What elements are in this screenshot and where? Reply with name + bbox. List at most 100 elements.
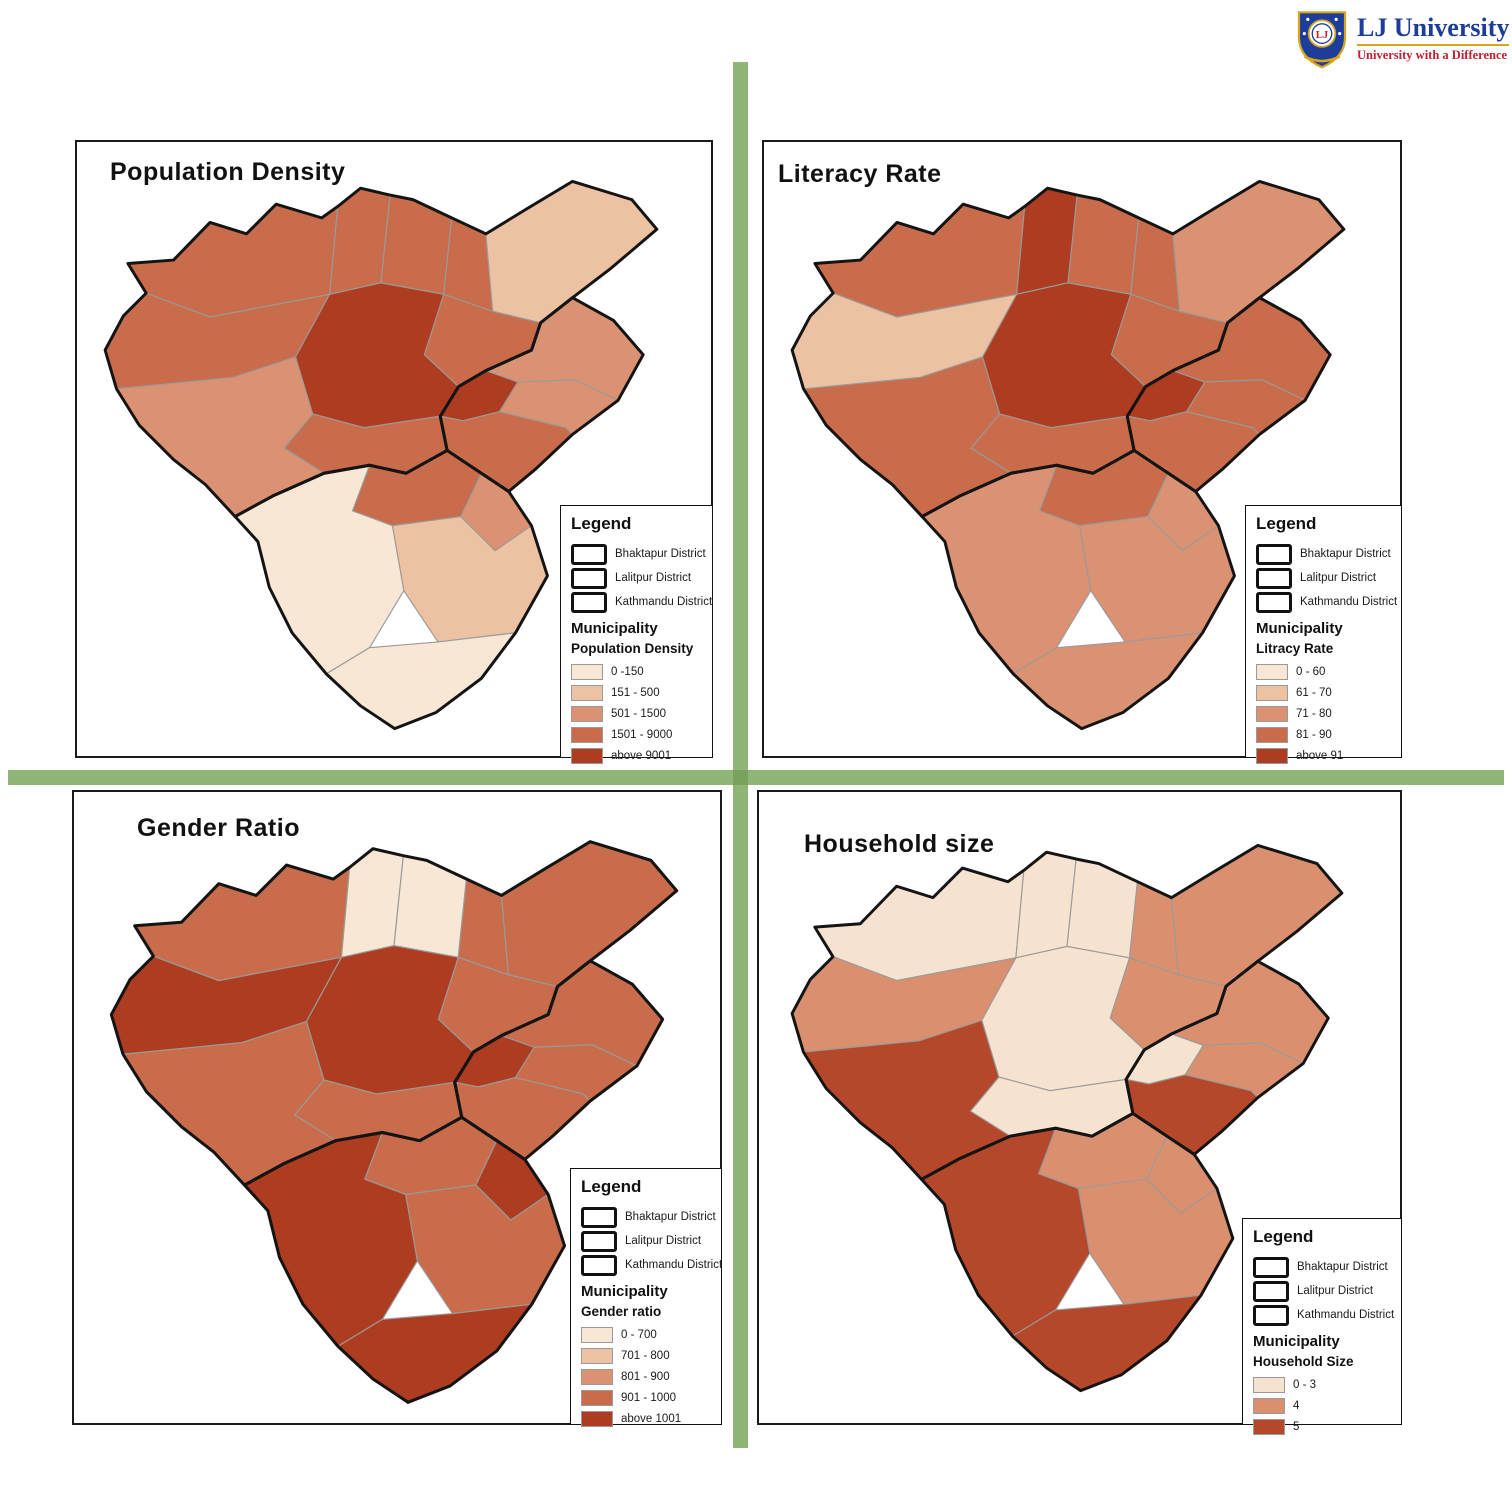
legend-class-row: above 91 (1256, 745, 1393, 766)
legend-district-row: Bhaktapur District (1256, 542, 1393, 566)
legend-district-row: Kathmandu District (571, 590, 712, 614)
region-budhanilkantha (1066, 858, 1138, 959)
district-outline-swatch (571, 567, 607, 589)
legend-class-row: 0 - 3 (1253, 1374, 1393, 1395)
legend-heading: Legend (1253, 1227, 1314, 1246)
district-outline-swatch (1253, 1280, 1289, 1302)
district-outline-swatch (571, 543, 607, 565)
legend-metric-label: Litracy Rate (1256, 641, 1334, 656)
class-label: 4 (1293, 1399, 1300, 1412)
map-title-household-size: Household size (804, 830, 995, 858)
district-label: Lalitpur District (615, 572, 692, 584)
region-budhanilkantha (393, 855, 467, 958)
district-outline-swatch (1253, 1256, 1289, 1278)
class-color-swatch (581, 1389, 613, 1406)
legend-box-household-size: Legend Bhaktapur District Lalitpur Distr… (1242, 1218, 1402, 1435)
legend-class-row: 1501 - 9000 (571, 724, 704, 745)
class-label: 71 - 80 (1296, 707, 1332, 720)
lj-university-logo: LJ LJ University University with a Diffe… (1295, 6, 1510, 70)
class-color-swatch (1253, 1376, 1285, 1393)
district-outline-swatch (581, 1254, 617, 1276)
district-outline-swatch (1256, 591, 1292, 613)
district-label: Kathmandu District (1297, 1309, 1395, 1321)
region-budhanilkantha (1067, 194, 1140, 295)
class-color-swatch (1256, 663, 1288, 680)
class-label: 81 - 90 (1296, 728, 1332, 741)
legend-box-population-density: Legend Bhaktapur District Lalitpur Distr… (560, 505, 713, 764)
district-label: Kathmandu District (615, 596, 713, 608)
district-outline-swatch (571, 591, 607, 613)
region-godawari (1078, 515, 1236, 643)
legend-metric-label: Household Size (1253, 1354, 1354, 1369)
legend-municipality-label: Municipality (581, 1283, 668, 1300)
legend-metric-label: Population Density (571, 641, 694, 656)
logo-gold-rule (1357, 43, 1510, 46)
legend-district-row: Kathmandu District (1253, 1303, 1395, 1327)
class-label: 0 -150 (611, 665, 644, 678)
lalitpur-district-outline (233, 448, 549, 731)
choropleth-map-gender-ratio (109, 840, 679, 1404)
class-label: 0 - 3 (1293, 1378, 1317, 1391)
logo-text: LJ University University with a Differen… (1357, 13, 1510, 62)
district-label: Lalitpur District (1300, 572, 1377, 584)
legend-district-row: Bhaktapur District (571, 542, 706, 566)
district-label: Bhaktapur District (1300, 548, 1391, 560)
class-label: 801 - 900 (621, 1370, 670, 1383)
class-color-swatch (571, 705, 603, 722)
class-label: above 1001 (621, 1412, 682, 1425)
panel-population-density: Population Density Legend Bhaktapur Dist… (75, 140, 713, 764)
class-label: 901 - 1000 (621, 1391, 676, 1404)
legend-class-row: above 1001 (581, 1408, 713, 1429)
map-title-population-density: Population Density (110, 158, 346, 186)
lalitpur-district-outline (242, 1115, 567, 1404)
legend-class-row: 5 (1253, 1416, 1393, 1437)
legend-class-row: 901 - 1000 (581, 1387, 713, 1408)
map-title-gender-ratio: Gender Ratio (137, 814, 300, 842)
class-color-swatch (581, 1347, 613, 1364)
legend-class-row: 0 - 700 (581, 1324, 713, 1345)
legend-municipality-label: Municipality (571, 620, 658, 637)
legend-district-row: Bhaktapur District (581, 1205, 716, 1229)
class-color-swatch (1253, 1397, 1285, 1414)
class-label: above 91 (1296, 749, 1344, 762)
legend-district-row: Lalitpur District (1253, 1279, 1393, 1303)
legend-box-literacy-rate: Legend Bhaktapur District Lalitpur Distr… (1245, 505, 1402, 764)
legend-class-row: 151 - 500 (571, 682, 704, 703)
district-outline-swatch (1253, 1304, 1289, 1326)
panel-literacy-rate: Literacy Rate Legend Bhaktapur District … (762, 140, 1402, 764)
class-label: 5 (1293, 1420, 1300, 1433)
class-label: 0 - 700 (621, 1328, 657, 1341)
legend-class-row: 801 - 900 (581, 1366, 713, 1387)
class-label: 501 - 1500 (611, 707, 666, 720)
legend-class-row: 0 - 60 (1256, 661, 1393, 682)
region-godawari (391, 515, 549, 643)
choropleth-map-population-density (103, 179, 659, 731)
district-label: Kathmandu District (625, 1259, 723, 1271)
class-label: above 9001 (611, 749, 672, 762)
lj-shield-icon: LJ (1297, 11, 1347, 69)
class-color-swatch (571, 684, 603, 701)
legend-class-row: 61 - 70 (1256, 682, 1393, 703)
district-label: Lalitpur District (1297, 1285, 1374, 1297)
legend-box-gender-ratio: Legend Bhaktapur District Lalitpur Distr… (570, 1168, 723, 1427)
class-label: 0 - 60 (1296, 665, 1326, 678)
legend-class-row: 501 - 1500 (571, 703, 704, 724)
class-color-swatch (581, 1410, 613, 1427)
class-label: 701 - 800 (621, 1349, 670, 1362)
district-outline-swatch (581, 1206, 617, 1228)
district-outline-swatch (581, 1230, 617, 1252)
class-color-swatch (581, 1368, 613, 1385)
logo-subtitle: University with a Difference (1357, 47, 1508, 62)
class-color-swatch (1256, 684, 1288, 701)
district-label: Lalitpur District (625, 1235, 702, 1247)
district-label: Kathmandu District (1300, 596, 1398, 608)
class-label: 61 - 70 (1296, 686, 1332, 699)
horizontal-divider (8, 770, 1504, 785)
class-color-swatch (571, 663, 603, 680)
class-color-swatch (1256, 726, 1288, 743)
district-label: Bhaktapur District (615, 548, 706, 560)
class-color-swatch (581, 1326, 613, 1343)
logo-title: LJ University (1357, 13, 1510, 43)
district-label: Bhaktapur District (1297, 1261, 1388, 1273)
